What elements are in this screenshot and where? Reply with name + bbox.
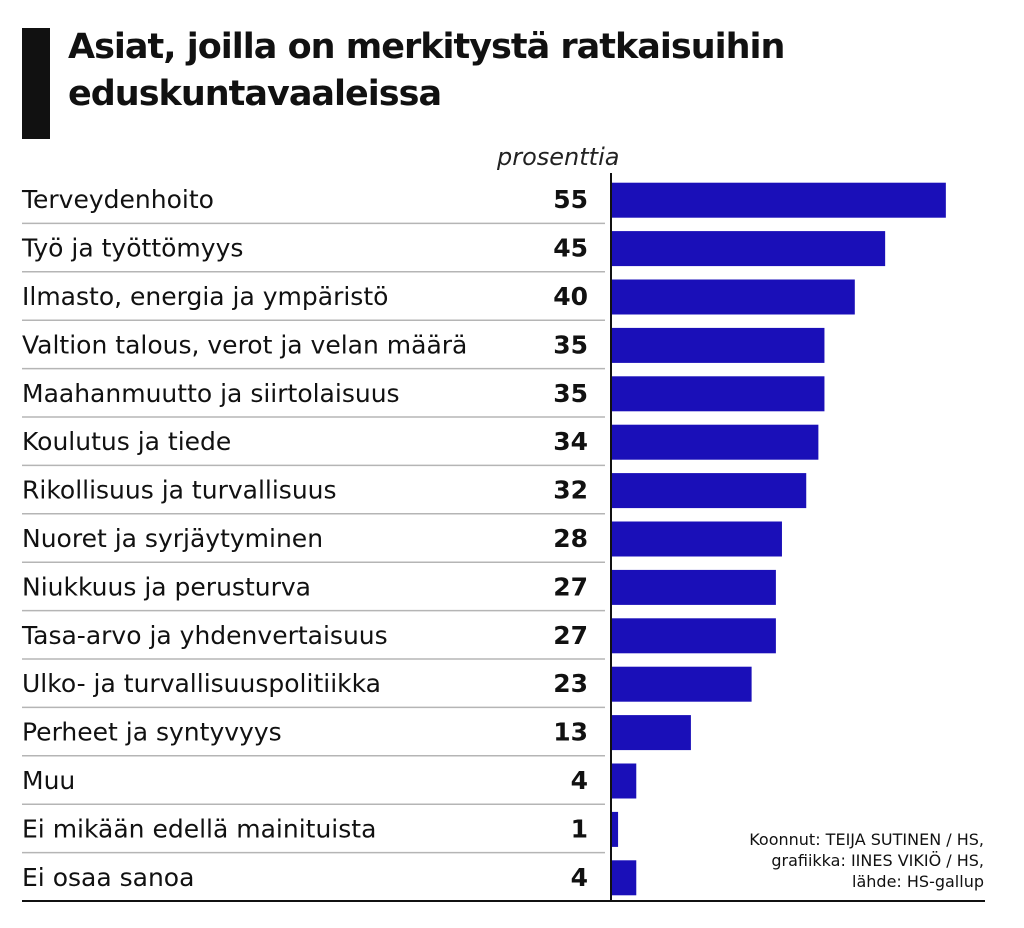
category-label: Ulko- ja turvallisuuspolitiikka	[22, 669, 381, 698]
value-label: 55	[553, 185, 588, 214]
value-label: 23	[553, 669, 588, 698]
chart-title: Asiat, joilla on merkitystä ratkaisuihin…	[68, 27, 785, 114]
category-label: Tasa-arvo ja yhdenvertaisuus	[21, 621, 388, 650]
category-label: Muu	[22, 766, 75, 795]
bar	[612, 715, 691, 751]
category-label: Koulutus ja tiede	[22, 427, 231, 456]
category-label: Terveydenhoito	[21, 185, 214, 214]
bar	[612, 763, 637, 799]
bar	[612, 860, 637, 896]
category-label: Valtion talous, verot ja velan määrä	[22, 330, 467, 359]
category-label: Ei osaa sanoa	[22, 863, 194, 892]
value-label: 32	[553, 476, 588, 505]
value-label: 35	[553, 330, 588, 359]
value-label: 28	[553, 524, 588, 553]
bar	[612, 811, 619, 847]
bar	[612, 618, 776, 654]
category-label: Nuoret ja syrjäytyminen	[22, 524, 323, 553]
value-label: 45	[553, 234, 588, 263]
category-label: Ei mikään edellä mainituista	[22, 814, 376, 843]
bar	[612, 473, 807, 509]
value-label: 34	[553, 427, 588, 456]
bar	[612, 231, 886, 267]
value-label: 40	[553, 282, 588, 311]
credit-graphics: grafiikka: IINES VIKIÖ / HS,	[771, 851, 984, 870]
value-label: 27	[553, 572, 588, 601]
bar	[612, 521, 782, 557]
title-accent-bar	[22, 28, 50, 139]
credit-source: lähde: HS-gallup	[852, 872, 984, 891]
value-label: 13	[553, 718, 588, 747]
credits: Koonnut: TEIJA SUTINEN / HS, grafiikka: …	[749, 829, 984, 892]
bar	[612, 327, 825, 363]
value-label: 4	[571, 863, 588, 892]
unit-label: prosenttia	[497, 143, 620, 171]
value-label: 27	[553, 621, 588, 650]
value-label: 35	[553, 379, 588, 408]
bar	[612, 569, 776, 605]
bar	[612, 279, 855, 315]
category-label: Ilmasto, energia ja ympäristö	[22, 282, 388, 311]
category-label: Maahanmuutto ja siirtolaisuus	[22, 379, 400, 408]
bar	[612, 182, 946, 218]
bar	[612, 424, 819, 460]
credit-compiler: Koonnut: TEIJA SUTINEN / HS,	[749, 830, 984, 849]
bar	[612, 376, 825, 412]
category-label: Työ ja työttömyys	[21, 234, 243, 263]
value-label: 1	[571, 814, 588, 843]
bar	[612, 666, 752, 702]
category-label: Perheet ja syntyvyys	[22, 718, 282, 747]
category-label: Rikollisuus ja turvallisuus	[22, 476, 337, 505]
category-label: Niukkuus ja perusturva	[22, 572, 311, 601]
value-label: 4	[571, 766, 588, 795]
